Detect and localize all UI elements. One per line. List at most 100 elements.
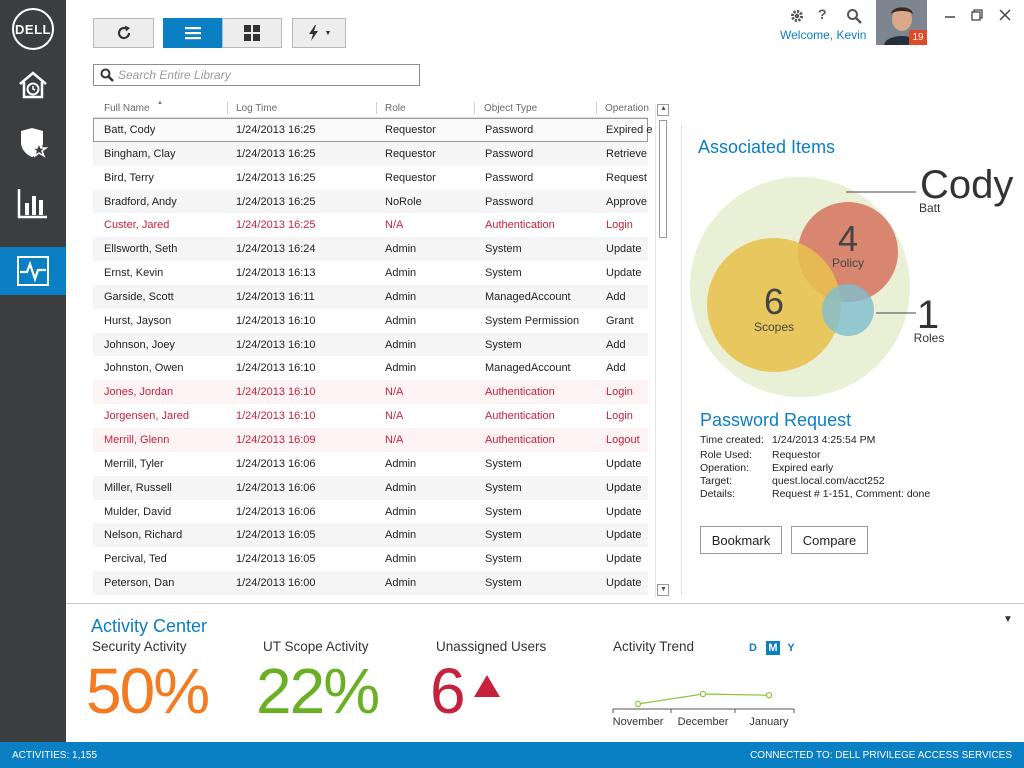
col-role[interactable]: Role <box>385 103 406 114</box>
status-bar: ACTIVITIES: 1,155 CONNECTED TO: DELL PRI… <box>0 742 1024 768</box>
table-row[interactable]: Merrill, Tyler 1/24/2013 16:06 Admin System… <box>93 452 648 476</box>
shield-star-icon <box>21 128 49 158</box>
table-row[interactable]: Garside, Scott 1/24/2013 16:11 Admin Manage… <box>93 284 648 309</box>
cell-object-type: System <box>485 457 522 470</box>
associated-venn-diagram: Cody Batt 4 Policy 6 Scopes 1 Roles <box>690 163 1013 397</box>
table-row[interactable]: Bird, Terry 1/24/2013 16:25 Requestor Passw… <box>93 166 648 190</box>
cell-object-type: Authentication <box>485 410 555 423</box>
cell-object-type: Authentication <box>485 386 555 399</box>
cell-full-name: Ellsworth, Seth <box>104 243 178 256</box>
cell-object-type: Authentication <box>485 433 555 446</box>
cell-object-type: Password <box>485 147 534 160</box>
period-year-toggle[interactable]: Y <box>787 642 795 654</box>
nav-home[interactable] <box>0 61 66 109</box>
restore-icon[interactable] <box>970 8 984 22</box>
trend-point[interactable] <box>765 692 773 699</box>
col-object-type[interactable]: Object Type <box>484 103 538 114</box>
table-row[interactable]: Nelson, Richard 1/24/2013 16:05 Admin Syste… <box>93 523 648 548</box>
period-day-toggle[interactable]: D <box>749 642 757 654</box>
table-row[interactable]: Bingham, Clay 1/24/2013 16:25 Requestor Pas… <box>93 141 648 166</box>
detail-label: Time created: <box>700 434 764 446</box>
scopes-label: Scopes <box>754 320 794 334</box>
collapse-chevron-icon[interactable]: ▼ <box>1003 614 1013 625</box>
table-row[interactable]: Ellsworth, Seth 1/24/2013 16:24 Admin Syste… <box>93 237 648 262</box>
sort-ascending-icon: ▲ <box>157 100 163 106</box>
table-row[interactable]: Johnson, Joey 1/24/2013 16:10 Admin System A… <box>93 332 648 357</box>
scroll-down-button[interactable]: ▼ <box>657 584 669 596</box>
nav-reports[interactable] <box>0 179 66 227</box>
cell-operation: Retrieve <box>606 147 647 160</box>
table-row[interactable]: Johnston, Owen 1/24/2013 16:10 Admin Manage… <box>93 356 648 380</box>
table-row[interactable]: Mulder, David 1/24/2013 16:06 Admin System U… <box>93 500 648 524</box>
cell-full-name: Johnston, Owen <box>104 362 184 375</box>
detail-label: Operation: <box>700 462 750 474</box>
cell-operation: Login <box>606 410 633 423</box>
cell-role: Admin <box>385 362 417 375</box>
metric-value-unassigned[interactable]: 6 <box>430 655 466 727</box>
grid-view-button[interactable] <box>222 18 282 48</box>
cell-operation: Update <box>606 457 642 470</box>
refresh-button[interactable] <box>93 18 154 48</box>
trend-month-label: December <box>678 716 729 728</box>
column-divider[interactable] <box>596 102 597 114</box>
table-scrollbar[interactable]: ▲ ▼ <box>655 104 669 598</box>
table-row[interactable]: Peterson, Dan 1/24/2013 16:00 Admin System U… <box>93 571 648 595</box>
activities-count: ACTIVITIES: 1,155 <box>12 750 98 761</box>
trend-point[interactable] <box>699 690 707 698</box>
cell-role: Admin <box>385 267 417 280</box>
table-row[interactable]: Jones, Jordan 1/24/2013 16:10 N/A Authentic… <box>93 380 648 405</box>
table-row[interactable]: Jorgensen, Jared 1/24/2013 16:10 N/A Authen… <box>93 404 648 428</box>
policy-label: Policy <box>832 256 864 270</box>
trend-point[interactable] <box>634 700 642 708</box>
table-row[interactable]: Bradford, Andy 1/24/2013 16:25 NoRole Passw… <box>93 189 648 214</box>
scroll-thumb[interactable] <box>659 120 667 238</box>
cell-full-name: Nelson, Richard <box>104 529 183 542</box>
cell-full-name: Bird, Terry <box>104 171 154 184</box>
metric-label-security: Security Activity <box>92 639 187 654</box>
table-row[interactable]: Percival, Ted 1/24/2013 16:05 Admin System U… <box>93 547 648 571</box>
gear-icon[interactable] <box>789 8 805 24</box>
table-row[interactable]: Ernst, Kevin 1/24/2013 16:13 Admin System Up… <box>93 261 648 285</box>
col-operation[interactable]: Operation <box>605 103 649 114</box>
col-log-time[interactable]: Log Time <box>236 103 278 114</box>
notification-badge[interactable]: 19 <box>909 30 927 45</box>
metric-value-scope[interactable]: 22% <box>256 655 380 727</box>
table-row[interactable]: Custer, Jared 1/24/2013 16:25 N/A Authentic… <box>93 213 648 237</box>
nav-activity[interactable] <box>0 247 66 295</box>
actions-dropdown-button[interactable]: ▼ <box>292 18 346 48</box>
scopes-circle[interactable] <box>707 238 841 372</box>
column-divider[interactable] <box>376 102 377 114</box>
bookmark-button[interactable]: Bookmark <box>700 526 782 554</box>
cell-log-time: 1/24/2013 16:10 <box>236 338 316 351</box>
table-row[interactable]: Merrill, Glenn 1/24/2013 16:09 N/A Authenti… <box>93 427 648 452</box>
minimize-icon[interactable] <box>943 8 957 22</box>
cell-role: Admin <box>385 577 417 590</box>
column-divider[interactable] <box>227 102 228 114</box>
col-full-name[interactable]: Full Name <box>104 103 150 114</box>
cell-object-type: Password <box>485 124 534 136</box>
metric-value-security[interactable]: 50% <box>86 655 210 727</box>
detail-row: Role Used: Requestor <box>700 449 820 461</box>
cell-role: Admin <box>385 338 417 351</box>
table-row[interactable]: Miller, Russell 1/24/2013 16:06 Admin Syste… <box>93 475 648 500</box>
column-divider[interactable] <box>474 102 475 114</box>
top-search-icon[interactable] <box>846 8 862 24</box>
cell-log-time: 1/24/2013 16:10 <box>236 314 316 327</box>
grid-view-icon <box>244 25 260 41</box>
table-row[interactable]: Hurst, Jayson 1/24/2013 16:10 Admin System … <box>93 309 648 333</box>
cell-log-time: 1/24/2013 16:24 <box>236 243 316 256</box>
close-icon[interactable] <box>998 8 1012 22</box>
cell-operation: Update <box>606 577 642 590</box>
search-input[interactable] <box>118 67 408 83</box>
scroll-up-button[interactable]: ▲ <box>657 104 669 116</box>
compare-button[interactable]: Compare <box>791 526 868 554</box>
nav-security[interactable] <box>0 119 66 167</box>
table-row[interactable]: Batt, Cody 1/24/2013 16:25 Requestor Passwo… <box>93 118 652 142</box>
period-month-toggle[interactable]: M <box>766 641 780 655</box>
welcome-text[interactable]: Welcome, Kevin <box>780 28 867 42</box>
roles-circle[interactable] <box>822 284 874 336</box>
cell-log-time: 1/24/2013 16:09 <box>236 433 316 446</box>
cell-full-name: Merrill, Tyler <box>104 457 164 470</box>
list-view-button[interactable] <box>163 18 222 48</box>
help-icon[interactable]: ? <box>818 6 827 22</box>
